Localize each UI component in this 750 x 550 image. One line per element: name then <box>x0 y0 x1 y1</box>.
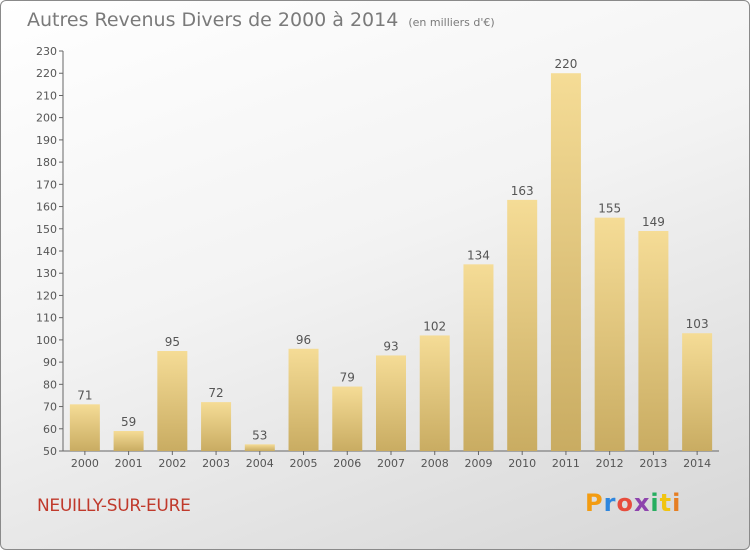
x-tick-label-2003: 2003 <box>202 457 230 470</box>
data-label-2004: 53 <box>252 428 267 442</box>
data-label-2002: 95 <box>165 335 180 349</box>
y-tick-label: 100 <box>36 334 57 347</box>
y-tick-label: 60 <box>43 423 57 436</box>
y-tick-label: 140 <box>36 245 57 258</box>
chart-subtitle: (en milliers d'€) <box>408 16 495 29</box>
data-label-2009: 134 <box>467 248 490 262</box>
logo-letter: P <box>585 489 604 517</box>
bar-2000 <box>69 404 100 451</box>
bar-2014 <box>682 333 713 451</box>
town-name: NEUILLY-SUR-EURE <box>37 496 191 516</box>
data-label-2008: 102 <box>423 319 446 333</box>
y-tick-label: 210 <box>36 89 57 102</box>
bar-2009 <box>463 264 494 451</box>
y-tick-label: 170 <box>36 178 57 191</box>
logo-letter: o <box>616 489 634 517</box>
x-tick-label-2001: 2001 <box>115 457 143 470</box>
data-label-2010: 163 <box>511 184 534 198</box>
data-label-2005: 96 <box>296 333 311 347</box>
bar-2011 <box>550 73 581 451</box>
data-label-2012: 155 <box>598 202 621 216</box>
y-tick-label: 190 <box>36 134 57 147</box>
data-label-2011: 220 <box>554 57 577 71</box>
x-tick-label-2006: 2006 <box>333 457 361 470</box>
bar-2008 <box>419 335 450 451</box>
y-tick-label: 50 <box>43 445 57 458</box>
x-tick-label-2009: 2009 <box>464 457 492 470</box>
y-tick-label: 220 <box>36 67 57 80</box>
data-label-2013: 149 <box>642 215 665 229</box>
y-tick-label: 70 <box>43 401 57 414</box>
x-tick-label-2012: 2012 <box>596 457 624 470</box>
x-tick-label-2011: 2011 <box>552 457 580 470</box>
bar-2012 <box>594 217 625 451</box>
chart-title-text: Autres Revenus Divers de 2000 à 2014 <box>27 9 399 31</box>
y-tick-label: 80 <box>43 378 57 391</box>
bar-2010 <box>507 199 538 451</box>
bar-2006 <box>332 386 363 451</box>
data-label-2006: 79 <box>340 371 355 385</box>
bar-2007 <box>376 355 406 451</box>
data-label-2014: 103 <box>686 317 709 331</box>
bar-2013 <box>638 231 669 451</box>
y-tick-label: 180 <box>36 156 57 169</box>
logo-letter: r <box>603 489 617 517</box>
data-label-2000: 71 <box>77 388 92 402</box>
data-label-2007: 93 <box>383 339 398 353</box>
bar-2003 <box>201 402 232 451</box>
logo-letter: i <box>672 489 682 517</box>
logo-letter: i <box>650 489 660 517</box>
y-tick-label: 120 <box>36 289 57 302</box>
bar-2001 <box>113 431 144 451</box>
chart-title: Autres Revenus Divers de 2000 à 2014 (en… <box>27 9 495 31</box>
x-tick-label-2010: 2010 <box>508 457 536 470</box>
logo-letter: t <box>659 489 673 517</box>
x-tick-label-2013: 2013 <box>639 457 667 470</box>
x-tick-label-2008: 2008 <box>421 457 449 470</box>
data-label-2003: 72 <box>208 386 223 400</box>
bar-2004 <box>244 444 275 451</box>
x-tick-label-2014: 2014 <box>683 457 711 470</box>
y-tick-label: 90 <box>43 356 57 369</box>
x-tick-label-2005: 2005 <box>290 457 318 470</box>
bars-group: 71 59 95 72 53 96 79 93 102 134 163 220 155 149 103 <box>69 57 713 451</box>
bar-2005 <box>288 348 319 451</box>
x-tick-label-2007: 2007 <box>377 457 405 470</box>
y-tick-label: 150 <box>36 223 57 236</box>
logo-letter: x <box>633 489 651 517</box>
y-tick-label: 130 <box>36 267 57 280</box>
data-label-2001: 59 <box>121 415 136 429</box>
y-tick-label: 230 <box>36 45 57 58</box>
x-tick-label-2000: 2000 <box>71 457 99 470</box>
bar-2002 <box>157 351 188 451</box>
x-tick-label-2004: 2004 <box>246 457 274 470</box>
y-tick-label: 200 <box>36 112 57 125</box>
y-tick-label: 160 <box>36 201 57 214</box>
x-tick-label-2002: 2002 <box>158 457 186 470</box>
proxiti-logo[interactable]: Proxiti <box>585 489 681 517</box>
y-tick-label: 110 <box>36 312 57 325</box>
